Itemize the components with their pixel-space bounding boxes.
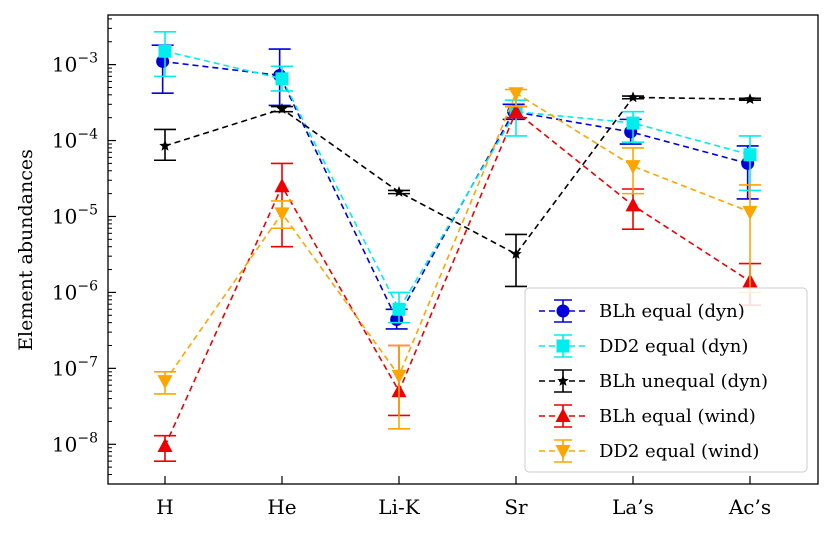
data-point bbox=[744, 93, 756, 105]
data-point bbox=[743, 148, 757, 162]
legend-label: DD2 equal (dyn) bbox=[599, 336, 748, 357]
data-point bbox=[157, 375, 173, 390]
legend-label: DD2 equal (wind) bbox=[599, 441, 759, 462]
x-tick-label: Ac’s bbox=[728, 495, 771, 519]
x-tick-label: He bbox=[267, 495, 296, 519]
data-point bbox=[510, 248, 522, 259]
data-point bbox=[625, 197, 641, 212]
x-tick-label: H bbox=[156, 495, 173, 519]
data-point bbox=[627, 91, 639, 103]
data-point bbox=[276, 103, 288, 114]
data-point bbox=[626, 116, 640, 130]
data-point bbox=[156, 54, 170, 68]
legend-marker bbox=[555, 445, 571, 459]
plot-frame bbox=[107, 14, 819, 485]
plot-area: 10−8 10−7 10−6 10−5 10−4 10−3 H He Li-K Sr La’s Ac’… bbox=[52, 14, 819, 519]
legend-label: BLh equal (dyn) bbox=[599, 301, 745, 322]
data-point bbox=[625, 160, 641, 175]
data-point bbox=[274, 207, 290, 222]
data-point bbox=[274, 178, 290, 193]
series-line bbox=[164, 96, 751, 256]
data-point bbox=[508, 103, 524, 118]
y-tick-label: 10−4 bbox=[52, 127, 98, 153]
series-line bbox=[162, 60, 748, 322]
legend: BLh equal (dyn) DD2 equal (dyn) BLh unequa… bbox=[524, 287, 808, 473]
y-tick-label: 10−6 bbox=[52, 278, 98, 304]
data-point bbox=[158, 44, 172, 58]
x-tick-label: La’s bbox=[612, 495, 654, 519]
x-tick-label: Sr bbox=[504, 495, 528, 519]
y-tick-label: 10−3 bbox=[52, 51, 98, 77]
y-axis-label: Element abundances bbox=[15, 149, 37, 351]
data-point bbox=[159, 139, 171, 151]
legend-marker bbox=[556, 304, 570, 318]
x-tick-label: Li-K bbox=[378, 495, 420, 519]
data-point bbox=[392, 302, 406, 316]
data-point bbox=[393, 186, 405, 197]
legend-box bbox=[524, 287, 808, 473]
legend-label: BLh unequal (dyn) bbox=[599, 371, 768, 392]
data-point bbox=[508, 87, 524, 102]
y-tick-label: 10−5 bbox=[52, 202, 98, 228]
legend-marker bbox=[556, 339, 570, 353]
series-line bbox=[164, 110, 751, 447]
data-point bbox=[391, 369, 407, 384]
series-line bbox=[164, 92, 751, 382]
data-point bbox=[742, 205, 758, 220]
data-point bbox=[157, 437, 173, 452]
legend-marker bbox=[555, 408, 571, 422]
y-tick-label: 10−7 bbox=[52, 354, 98, 380]
series-line bbox=[164, 50, 751, 311]
y-tick-label: 10−8 bbox=[52, 430, 98, 456]
legend-label: BLh equal (wind) bbox=[599, 406, 756, 427]
data-point bbox=[275, 72, 289, 86]
legend-marker bbox=[557, 375, 569, 386]
